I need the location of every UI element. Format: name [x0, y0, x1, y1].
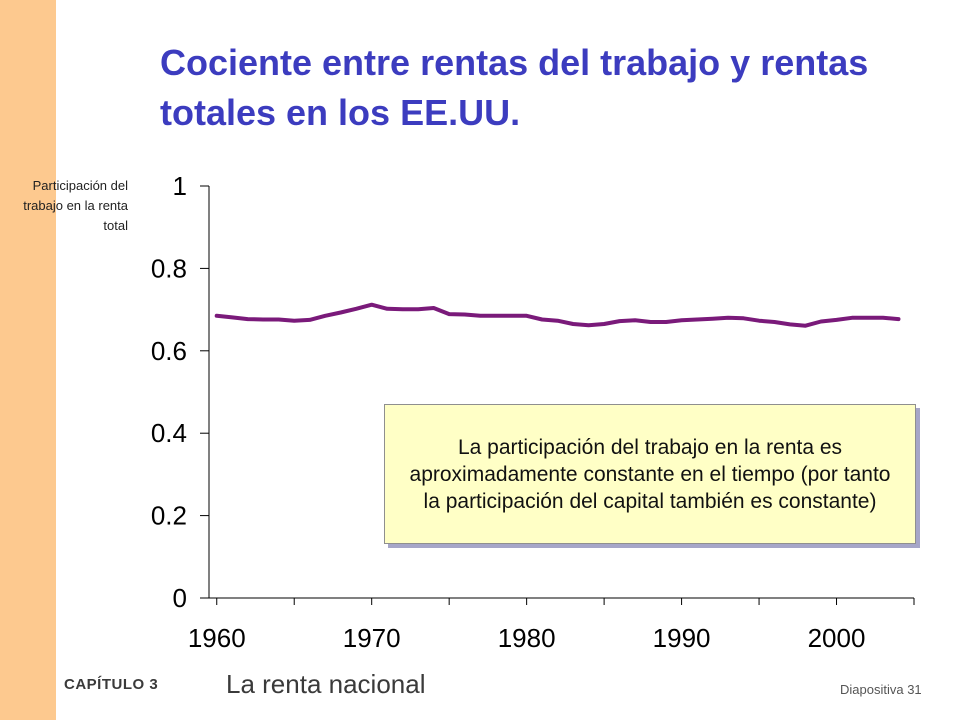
- data-point: [308, 318, 312, 322]
- y-tick-label: 0.8: [151, 253, 187, 283]
- data-point: [649, 320, 653, 324]
- data-point: [866, 316, 870, 320]
- y-tick-label: 0.4: [151, 418, 187, 448]
- data-point: [618, 319, 622, 323]
- data-point: [370, 303, 374, 307]
- data-point: [571, 322, 575, 326]
- footer-topic: La renta nacional: [226, 669, 426, 699]
- data-point: [261, 317, 265, 321]
- data-point: [587, 323, 591, 327]
- data-point: [432, 306, 436, 310]
- data-point: [401, 307, 405, 311]
- data-point: [292, 319, 296, 323]
- data-point: [277, 317, 281, 321]
- data-point: [385, 307, 389, 311]
- data-point: [633, 318, 637, 322]
- data-point: [246, 317, 250, 321]
- data-point: [230, 315, 234, 319]
- data-point: [540, 317, 544, 321]
- data-point: [804, 324, 808, 328]
- data-point: [742, 316, 746, 320]
- y-tick-label: 0: [173, 583, 187, 613]
- data-point: [323, 314, 327, 318]
- data-point: [819, 320, 823, 324]
- y-tick-label: 1: [173, 171, 187, 201]
- data-point: [416, 307, 420, 311]
- annotation-text: La participación del trabajo en la renta…: [409, 435, 891, 513]
- data-point: [881, 316, 885, 320]
- data-point: [215, 314, 219, 318]
- data-point: [354, 307, 358, 311]
- data-point: [711, 317, 715, 321]
- data-point: [897, 317, 901, 321]
- data-point: [695, 317, 699, 321]
- y-tick-label: 0.2: [151, 501, 187, 531]
- data-point: [447, 312, 451, 316]
- data-point: [757, 319, 761, 323]
- series-line: [214, 302, 901, 328]
- data-point: [525, 314, 529, 318]
- data-point: [556, 319, 560, 323]
- data-point: [680, 318, 684, 322]
- x-tick-label: 1970: [343, 623, 401, 653]
- x-tick-label: 1960: [188, 623, 246, 653]
- slide-title: Cociente entre rentas del trabajo y rent…: [160, 42, 869, 133]
- x-tick-label: 1990: [653, 623, 711, 653]
- data-point: [509, 314, 513, 318]
- data-point: [850, 316, 854, 320]
- data-point: [726, 316, 730, 320]
- data-point: [494, 314, 498, 318]
- data-point: [463, 313, 467, 317]
- y-tick-label: 0.6: [151, 336, 187, 366]
- footer-chapter: CAPÍTULO 3: [64, 676, 159, 693]
- annotation-callout: La participación del trabajo en la renta…: [384, 404, 916, 544]
- data-point: [478, 314, 482, 318]
- data-point: [835, 318, 839, 322]
- x-tick-label: 2000: [808, 623, 866, 653]
- x-axis-ticks: 1960 1970 1980 1990 2000: [188, 598, 915, 653]
- series-layer: [214, 302, 901, 328]
- data-point: [602, 322, 606, 326]
- data-point: [773, 320, 777, 324]
- y-axis-label: Participación del trabajo en la renta to…: [23, 178, 128, 233]
- y-axis-ticks: 0 0.2 0.4 0.6 0.8 1: [151, 171, 209, 613]
- data-point: [664, 320, 668, 324]
- data-point: [788, 322, 792, 326]
- side-band: [0, 0, 56, 720]
- data-point: [339, 310, 343, 314]
- footer-slide-number: Diapositiva 31: [840, 682, 922, 697]
- x-tick-label: 1980: [498, 623, 556, 653]
